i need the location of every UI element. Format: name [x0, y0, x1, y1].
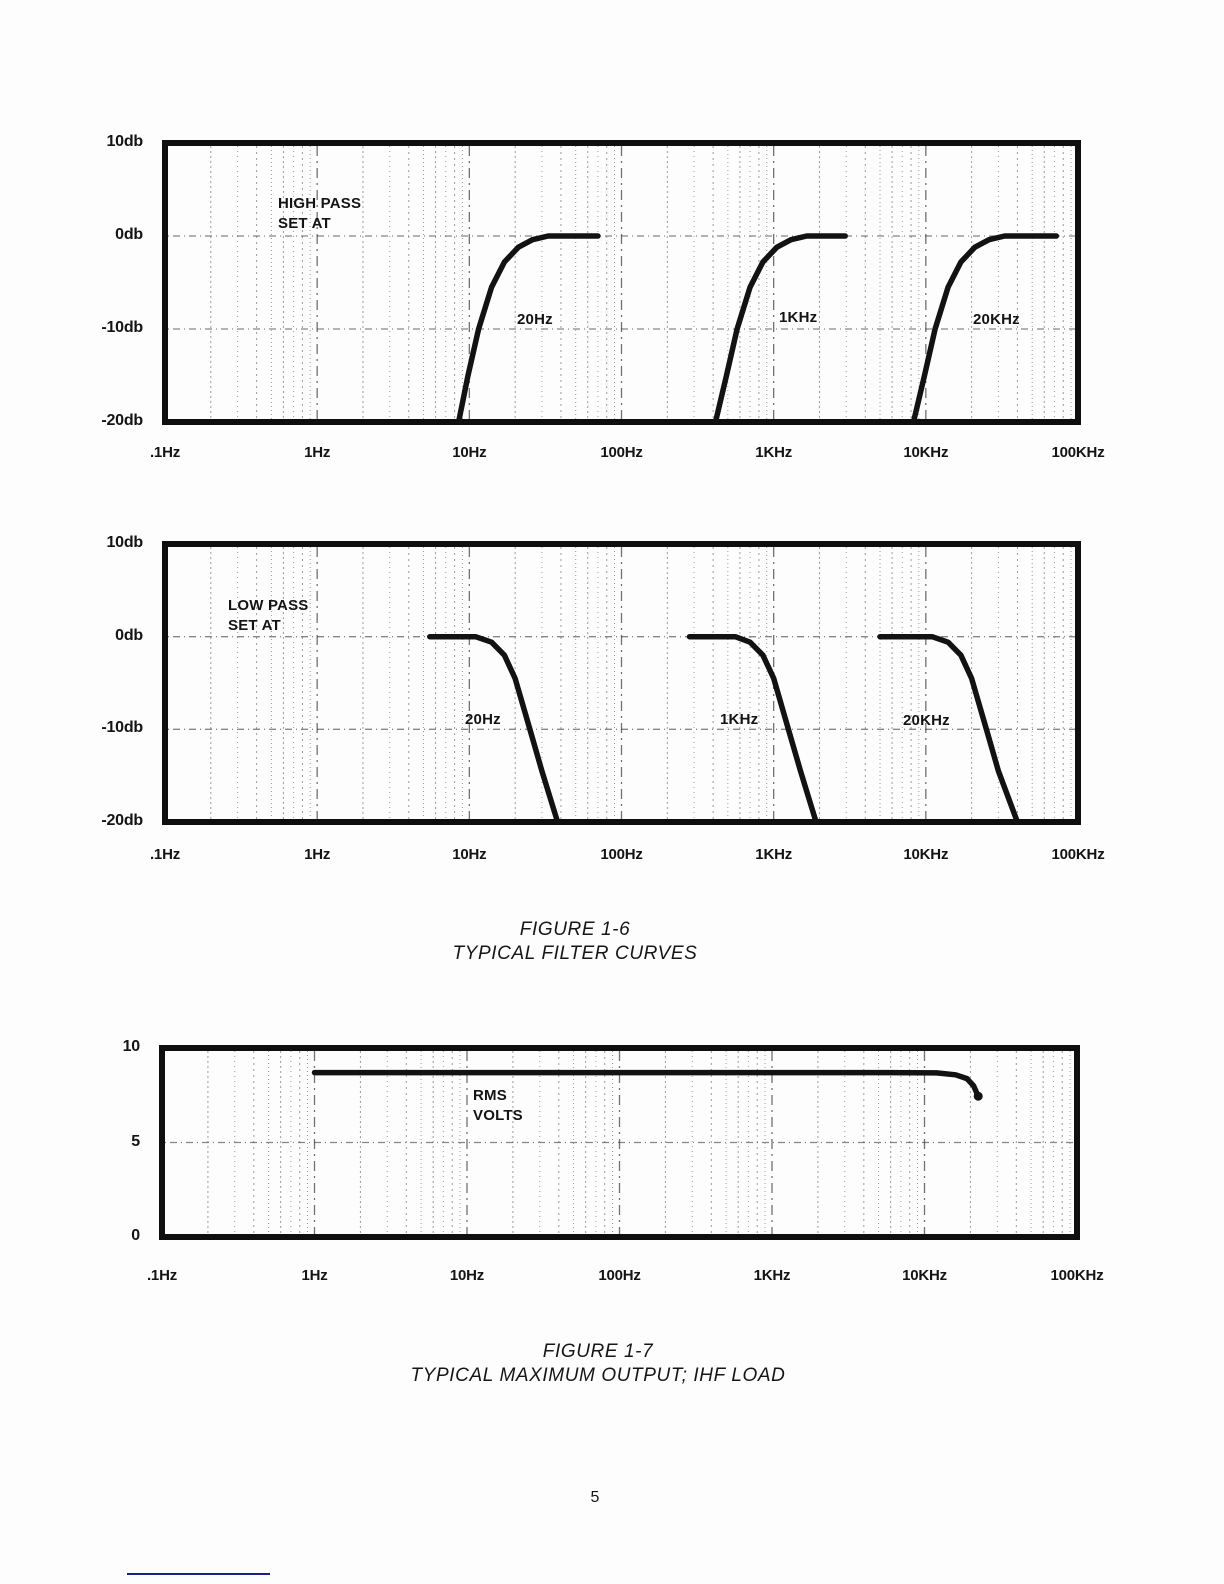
curve-1khz	[686, 633, 819, 825]
curve-20hz	[455, 233, 601, 425]
x-tick-label: 1Hz	[301, 1267, 328, 1284]
curve-label-20hz: 20Hz	[465, 711, 501, 728]
curve-label-1khz: 1KHz	[779, 309, 818, 326]
x-tick-label: 10KHz	[903, 846, 949, 863]
y-tick-label: 5	[131, 1132, 140, 1150]
curve-end-dot	[973, 1091, 983, 1101]
y-tick-label: 0db	[115, 226, 143, 243]
x-tick-label: 10Hz	[452, 846, 487, 863]
figure-1-7-caption: FIGURE 1-7 TYPICAL MAXIMUM OUTPUT; IHF L…	[298, 1340, 898, 1388]
curve-label-20khz: 20KHz	[973, 311, 1020, 328]
x-tick-label: 10KHz	[902, 1267, 947, 1284]
curve-rms-volts	[311, 1069, 981, 1099]
figure-1-6-title: FIGURE 1-6	[519, 919, 631, 940]
curve-1khz	[712, 233, 848, 425]
x-tick-label: 100KHz	[1051, 444, 1105, 461]
curve-20hz	[427, 633, 561, 825]
y-tick-label: -10db	[101, 319, 143, 336]
x-tick-label: 10Hz	[452, 444, 487, 461]
x-tick-label: 1KHz	[755, 846, 793, 863]
footer-blue-line	[127, 1573, 270, 1575]
chart-border	[162, 541, 1081, 825]
x-tick-label: 1KHz	[753, 1267, 791, 1284]
chart-annotation: RMS VOLTS	[473, 1087, 523, 1124]
page-number: 5	[590, 1489, 600, 1506]
y-tick-label: 0db	[115, 626, 143, 644]
figure-1-6-caption: FIGURE 1-6 TYPICAL FILTER CURVES	[275, 918, 875, 966]
chart-annotation: LOW PASS SET AT	[228, 597, 309, 634]
y-tick-label: 10db	[106, 133, 143, 150]
curve-label-1khz: 1KHz	[720, 711, 759, 728]
figure-1-7-title: FIGURE 1-7	[542, 1341, 654, 1362]
chart-annotation: HIGH PASS SET AT	[278, 195, 362, 232]
x-tick-label: 100Hz	[598, 1267, 641, 1284]
x-tick-label: 10KHz	[903, 444, 949, 461]
x-tick-label: 100KHz	[1050, 1267, 1104, 1284]
y-tick-label: 0	[131, 1227, 140, 1244]
y-tick-label: -20db	[101, 812, 143, 829]
chart-border	[162, 140, 1081, 425]
curve-label-20hz: 20Hz	[517, 311, 553, 328]
y-tick-label: -20db	[101, 412, 143, 429]
x-tick-label: 1Hz	[304, 846, 331, 863]
y-tick-label: 10	[122, 1038, 141, 1055]
figure-1-7-subtitle: TYPICAL MAXIMUM OUTPUT; IHF LOAD	[410, 1365, 786, 1386]
y-tick-label: 10db	[106, 534, 143, 551]
x-tick-label: .1Hz	[149, 444, 181, 461]
x-tick-label: 100Hz	[600, 444, 643, 461]
y-tick-label: -10db	[101, 719, 143, 737]
curve-20khz	[910, 233, 1060, 425]
x-tick-label: .1Hz	[146, 1267, 178, 1284]
chart-border	[159, 1045, 1080, 1240]
x-tick-label: 100Hz	[600, 846, 643, 863]
curve-label-20khz: 20KHz	[903, 712, 950, 729]
figure-1-6-subtitle: TYPICAL FILTER CURVES	[452, 943, 698, 964]
x-tick-label: 10Hz	[449, 1267, 485, 1284]
x-tick-label: .1Hz	[149, 846, 181, 863]
x-tick-label: 1Hz	[304, 444, 331, 461]
x-tick-label: 100KHz	[1051, 846, 1105, 863]
x-tick-label: 1KHz	[755, 444, 793, 461]
curve-20khz	[877, 633, 1021, 825]
